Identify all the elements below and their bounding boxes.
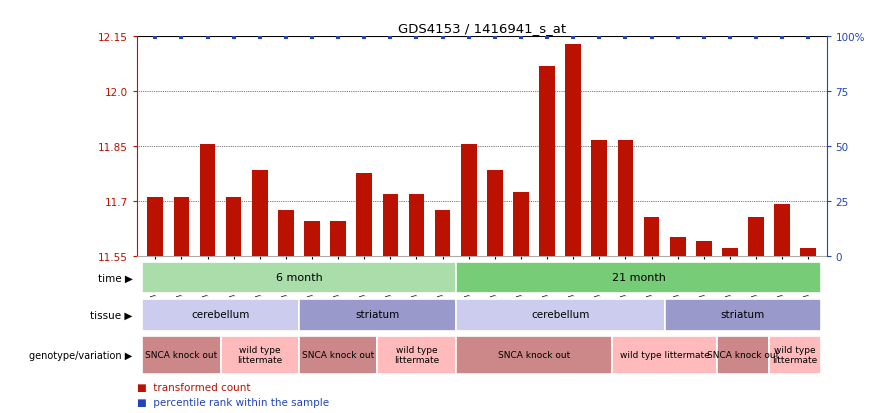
Text: striatum: striatum [355, 309, 400, 319]
Text: striatum: striatum [720, 309, 765, 319]
Bar [800, 249, 816, 256]
Text: wild type
littermate: wild type littermate [394, 345, 439, 364]
Bar [383, 194, 398, 256]
Bar [377, 337, 455, 374]
Bar [142, 262, 455, 294]
Text: wild type
littermate: wild type littermate [773, 345, 818, 364]
Text: tissue ▶: tissue ▶ [90, 310, 133, 320]
Text: SNCA knock out: SNCA knock out [145, 350, 217, 359]
Bar [774, 205, 790, 256]
Bar [769, 337, 821, 374]
Bar [665, 299, 821, 331]
Bar [566, 45, 581, 256]
Bar [304, 221, 320, 256]
Text: wild type littermate: wild type littermate [620, 350, 710, 359]
Bar [591, 141, 607, 256]
Bar [142, 299, 299, 331]
Bar [461, 145, 476, 256]
Bar [221, 337, 299, 374]
Text: cerebellum: cerebellum [531, 309, 590, 319]
Text: SNCA knock out: SNCA knock out [302, 350, 374, 359]
Bar [455, 299, 665, 331]
Bar [278, 211, 293, 256]
Text: time ▶: time ▶ [98, 273, 133, 283]
Bar [696, 242, 712, 256]
Bar [455, 262, 821, 294]
Text: ■  transformed count: ■ transformed count [137, 382, 250, 392]
Bar [539, 66, 555, 256]
Bar [225, 198, 241, 256]
Bar [613, 337, 717, 374]
Text: 21 month: 21 month [612, 272, 666, 282]
Bar [200, 145, 216, 256]
Bar [299, 337, 377, 374]
Bar [717, 337, 769, 374]
Text: ■  percentile rank within the sample: ■ percentile rank within the sample [137, 397, 329, 407]
Text: wild type
littermate: wild type littermate [237, 345, 282, 364]
Bar [331, 221, 346, 256]
Text: SNCA knock out: SNCA knock out [707, 350, 779, 359]
Bar [142, 337, 221, 374]
Bar [148, 198, 164, 256]
Bar [356, 174, 372, 256]
Text: cerebellum: cerebellum [192, 309, 250, 319]
Text: genotype/variation ▶: genotype/variation ▶ [29, 350, 133, 360]
Bar [299, 299, 455, 331]
Text: SNCA knock out: SNCA knock out [498, 350, 570, 359]
Bar [252, 170, 268, 256]
Bar [722, 249, 738, 256]
Bar [173, 198, 189, 256]
Bar [748, 218, 764, 256]
Bar [435, 211, 451, 256]
Bar [408, 194, 424, 256]
Bar [644, 218, 659, 256]
Title: GDS4153 / 1416941_s_at: GDS4153 / 1416941_s_at [398, 21, 566, 35]
Bar [455, 337, 613, 374]
Bar [618, 141, 633, 256]
Text: 6 month: 6 month [276, 272, 323, 282]
Bar [670, 238, 685, 256]
Bar [513, 192, 529, 256]
Bar [487, 170, 503, 256]
